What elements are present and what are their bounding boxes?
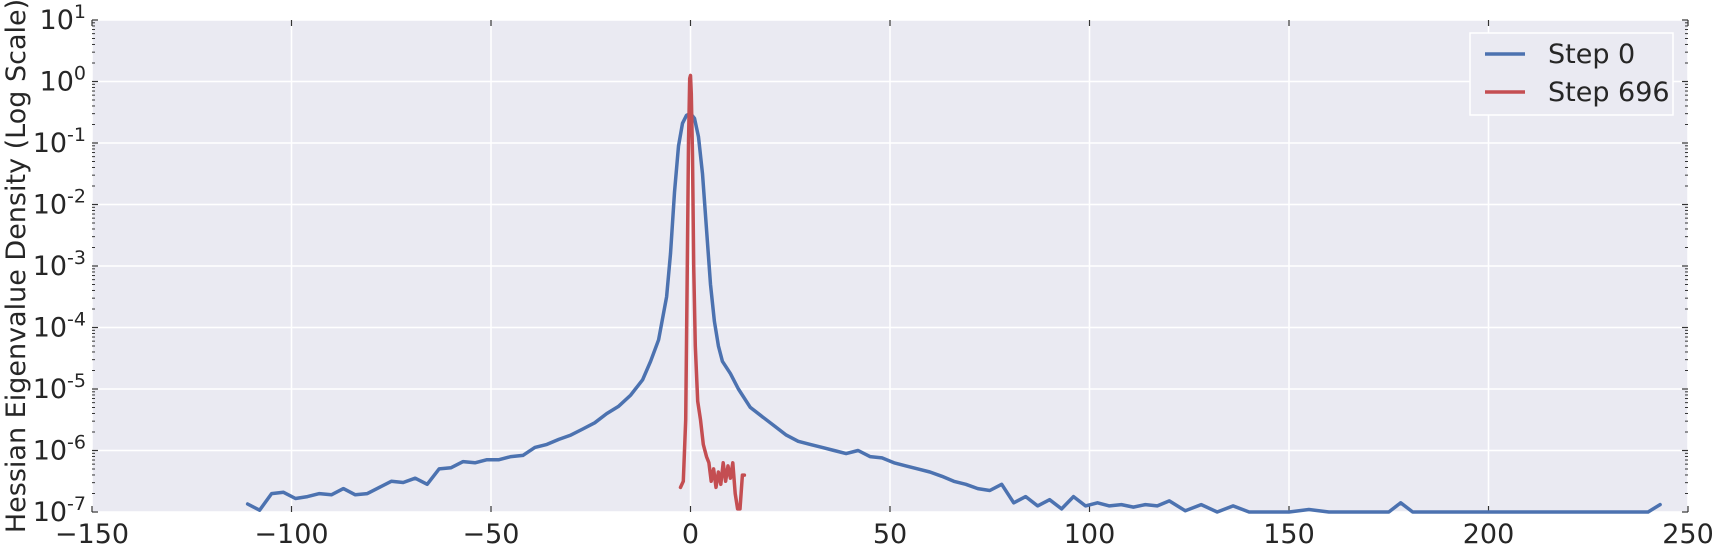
x-tick-label: 150 bbox=[1263, 519, 1315, 550]
x-tick-label: 50 bbox=[873, 519, 907, 550]
y-tick-label: 10-1 bbox=[33, 124, 86, 159]
y-tick-label: 10-6 bbox=[33, 432, 86, 467]
legend: Step 0 Step 696 bbox=[1469, 32, 1674, 116]
y-tick-label: 10-3 bbox=[33, 247, 86, 282]
x-tick-label: −100 bbox=[254, 519, 328, 550]
y-tick-label: 10-2 bbox=[33, 186, 86, 221]
y-tick-label: 100 bbox=[40, 63, 86, 98]
series-line-step-0 bbox=[245, 111, 1662, 514]
x-tick-label: 250 bbox=[1662, 519, 1714, 550]
y-tick-label: 10-4 bbox=[33, 309, 86, 344]
x-tick-label: 200 bbox=[1463, 519, 1515, 550]
y-tick-label: 101 bbox=[40, 1, 86, 36]
x-tick-label: −150 bbox=[55, 519, 129, 550]
legend-box bbox=[1469, 32, 1674, 116]
tick-marks bbox=[91, 19, 1689, 513]
series-lines bbox=[245, 73, 1662, 514]
y-tick-label: 10-7 bbox=[33, 493, 86, 528]
series-line-step-696 bbox=[678, 73, 747, 511]
y-tick-label: 10-5 bbox=[33, 370, 86, 405]
y-tick-labels: 101 100 10-1 10-2 10-3 10-4 10-5 10-6 10-7 bbox=[33, 1, 86, 528]
legend-label-step-696: Step 696 bbox=[1548, 77, 1670, 108]
x-tick-label: −50 bbox=[463, 519, 520, 550]
x-tick-label: 0 bbox=[682, 519, 699, 550]
x-tick-labels: −150 −100 −50 0 50 100 150 200 250 bbox=[55, 519, 1714, 550]
x-tick-label: 100 bbox=[1064, 519, 1116, 550]
y-axis-label: Hessian Eigenvalue Density (Log Scale) bbox=[1, 0, 32, 533]
legend-label-step-0: Step 0 bbox=[1548, 39, 1635, 70]
